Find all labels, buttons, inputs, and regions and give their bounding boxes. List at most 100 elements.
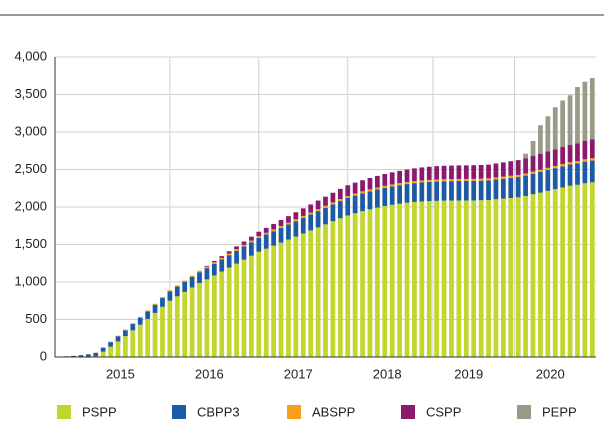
bar-segment [575,161,580,164]
bar-segment [263,227,269,233]
bar-segment [249,242,254,256]
x-tick-label: 2018 [373,366,402,381]
bar-segment [189,287,195,357]
bar-segment [552,165,558,169]
bar-segment [108,346,113,357]
bar-segment [352,193,358,196]
bar-segment [508,177,514,198]
y-tick-label: 2,500 [14,161,47,176]
bar-segment [560,187,566,357]
bar-segment [523,195,528,357]
bar-segment [493,199,499,357]
bar-segment [323,207,328,225]
bar-segment [389,172,395,185]
bar-segment [345,198,351,216]
bar-segment [308,204,314,213]
y-tick-label: 3,000 [14,123,47,138]
bar-segment [315,211,321,228]
bar-segment [478,200,484,357]
bar-segment [589,78,595,140]
bar-segment [375,207,380,357]
bar-segment [471,165,477,179]
bar-segment [219,257,225,260]
bar-segment [204,279,210,357]
bar-segment [486,164,491,179]
bar-segment [530,194,536,357]
bar-segment [478,180,484,201]
bar-segment [404,169,410,183]
bar-segment [278,220,284,227]
bar-segment [263,234,269,249]
bar-segment [85,354,91,357]
bar-segment [426,179,432,182]
bar-segment [530,141,536,156]
bar-segment [404,184,410,203]
bar-segment [71,355,76,357]
bar-segment [456,200,462,357]
bar-segment [293,212,299,220]
bar-segment [137,317,143,325]
bar-segment [486,180,491,201]
bar-segment [293,219,299,222]
bar-segment [211,263,217,276]
bar-segment [538,153,543,170]
bar-segment [256,231,262,237]
bar-segment [397,203,402,357]
bar-segment [226,255,232,268]
bar-segment [471,200,477,357]
bar-segment [441,179,447,182]
bar-segment [263,248,269,357]
bar-segment [271,229,276,232]
bar-segment [360,211,365,357]
bar-segment [182,291,188,357]
bar-segment [360,180,365,192]
bar-segment [219,259,225,272]
bar-segment [93,352,99,357]
bar-segment [226,267,232,357]
bar-segment [211,275,217,357]
bar-segment [567,164,573,186]
bar-segment [508,161,514,176]
bar-segment [130,323,136,324]
bar-segment [293,236,299,357]
bar-segment [486,178,491,181]
bar-segment [575,87,580,144]
bar-segment [456,178,462,181]
bar-segment [367,191,373,210]
bar-segment [160,306,165,357]
bar-segment [493,177,499,180]
bar-segment [463,200,469,357]
legend-swatch [57,405,71,419]
bar-segment [500,176,506,179]
bar-segment [500,198,506,357]
bar-segment [337,218,343,357]
bar-segment [560,164,566,167]
bar-segment [323,196,328,206]
bar-segment [345,185,351,196]
bar-segment [278,242,284,357]
bar-segment [493,163,499,178]
bar-segment [167,291,173,301]
legend-label: PSPP [82,404,117,419]
bar-segment [152,303,158,305]
bar-segment [308,212,314,215]
bar-segment [545,170,551,191]
bar-segment [463,180,469,201]
bar-segment [182,281,188,292]
bar-segment [167,290,173,292]
bar-segment [434,179,440,182]
bar-segment [478,178,484,181]
bar-segment [589,139,595,159]
legend-swatch [401,405,415,419]
bar-segment [456,180,462,201]
bar-segment [538,169,543,172]
bar-segment [560,100,566,147]
bar-segment [471,180,477,201]
bar-segment [375,187,380,190]
bar-segment [115,341,121,357]
bar-segment [419,182,425,202]
bar-segment [330,192,336,203]
bar-segment [367,177,373,190]
y-tick-label: 0 [40,348,47,363]
